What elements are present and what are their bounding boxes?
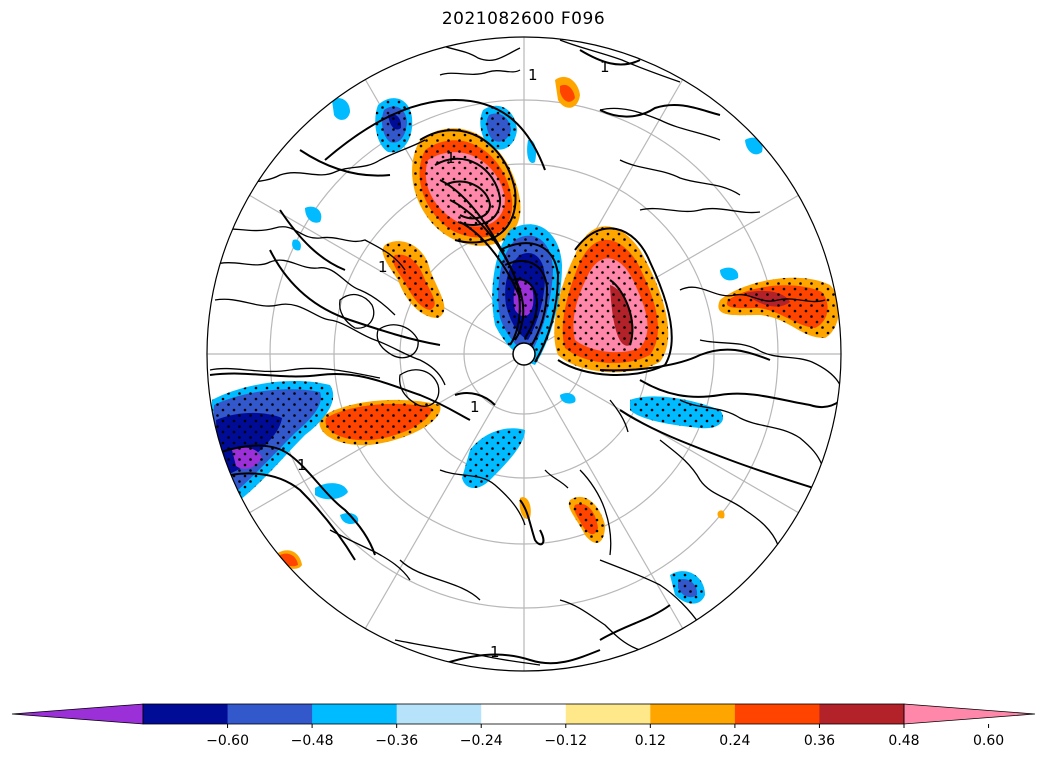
- contour-label: 1: [446, 149, 456, 167]
- colorbar-tick-label: −0.48: [291, 733, 334, 749]
- colorbar-tick-label: −0.24: [460, 733, 503, 749]
- map-border: [206, 36, 842, 672]
- colorbar-bin: [396, 704, 482, 724]
- colorbar-tick-label: 0.48: [888, 733, 919, 749]
- contour-label: 1: [297, 456, 307, 474]
- colorbar-bin: [312, 704, 398, 724]
- colorbar-bin: [481, 704, 567, 724]
- polar-map: 1 1 1 1 1 1 1: [206, 36, 842, 672]
- negative-anomaly-atlantic: [208, 380, 334, 502]
- contour-labels: 1 1 1 1 1 1 1: [297, 58, 610, 661]
- colorbar-tick-label: −0.12: [544, 733, 587, 749]
- contour-lines: [209, 49, 841, 666]
- colorbar-tick-label: −0.60: [206, 733, 249, 749]
- positive-anomaly-siberia: [718, 277, 840, 338]
- colorbar-bin: [565, 704, 651, 724]
- colorbar-tick-label: −0.36: [375, 733, 418, 749]
- colorbar-bin: [650, 704, 736, 724]
- positive-anomaly-greenland: [319, 399, 441, 446]
- colorbar-tick-label: 0.12: [635, 733, 666, 749]
- colorbar-outline: [142, 703, 905, 725]
- contour-label: 1: [600, 58, 610, 76]
- north-pole-marker: [512, 342, 536, 366]
- negative-anomaly-central: [492, 224, 562, 365]
- positive-anomaly-small: [275, 76, 725, 569]
- colorbar-bin: [734, 704, 820, 724]
- positive-anomaly-central: [554, 226, 669, 373]
- negative-anomaly-small: [292, 206, 576, 524]
- colorbar-bin: [143, 704, 229, 724]
- colorbar-tick-label: 0.60: [973, 733, 1004, 749]
- map-title: 2021082600 F096: [441, 9, 606, 29]
- coastlines: [209, 39, 841, 666]
- colorbar-tick-label: 0.24: [719, 733, 750, 749]
- colorbar-extend-max: [903, 703, 1036, 725]
- colorbar-extend-min: [11, 703, 144, 725]
- colorbar-bin: [227, 704, 313, 724]
- contour-label: 1: [528, 66, 538, 84]
- contour-label: 1: [378, 258, 388, 276]
- contour-label: 1: [470, 398, 480, 416]
- colorbar: −0.60 −0.48 −0.36 −0.24 −0.12 0.12 0.24 0.36 0.4…: [11, 703, 1036, 749]
- colorbar-tick-label: 0.36: [804, 733, 835, 749]
- contour-label: 1: [490, 643, 500, 661]
- colorbar-bin: [819, 704, 905, 724]
- negative-anomaly-russia: [630, 137, 763, 604]
